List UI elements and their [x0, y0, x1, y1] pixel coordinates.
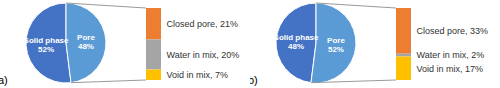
svg-text:(b): (b)	[250, 74, 258, 86]
svg-text:Water in mix, 2%: Water in mix, 2%	[417, 50, 485, 60]
svg-text:Closed pore, 21%: Closed pore, 21%	[167, 19, 239, 29]
svg-text:(a): (a)	[0, 74, 8, 86]
svg-text:Pore52%: Pore52%	[327, 36, 345, 54]
svg-text:Solid phase48%: Solid phase48%	[274, 33, 319, 51]
svg-text:Void in mix, 7%: Void in mix, 7%	[167, 70, 229, 80]
svg-text:Pore48%: Pore48%	[77, 33, 95, 51]
svg-text:Water in mix, 20%: Water in mix, 20%	[167, 50, 240, 60]
svg-text:Closed pore, 33%: Closed pore, 33%	[417, 26, 489, 36]
svg-text:Void in mix, 17%: Void in mix, 17%	[417, 64, 484, 74]
svg-text:Solid phase52%: Solid phase52%	[24, 36, 69, 54]
